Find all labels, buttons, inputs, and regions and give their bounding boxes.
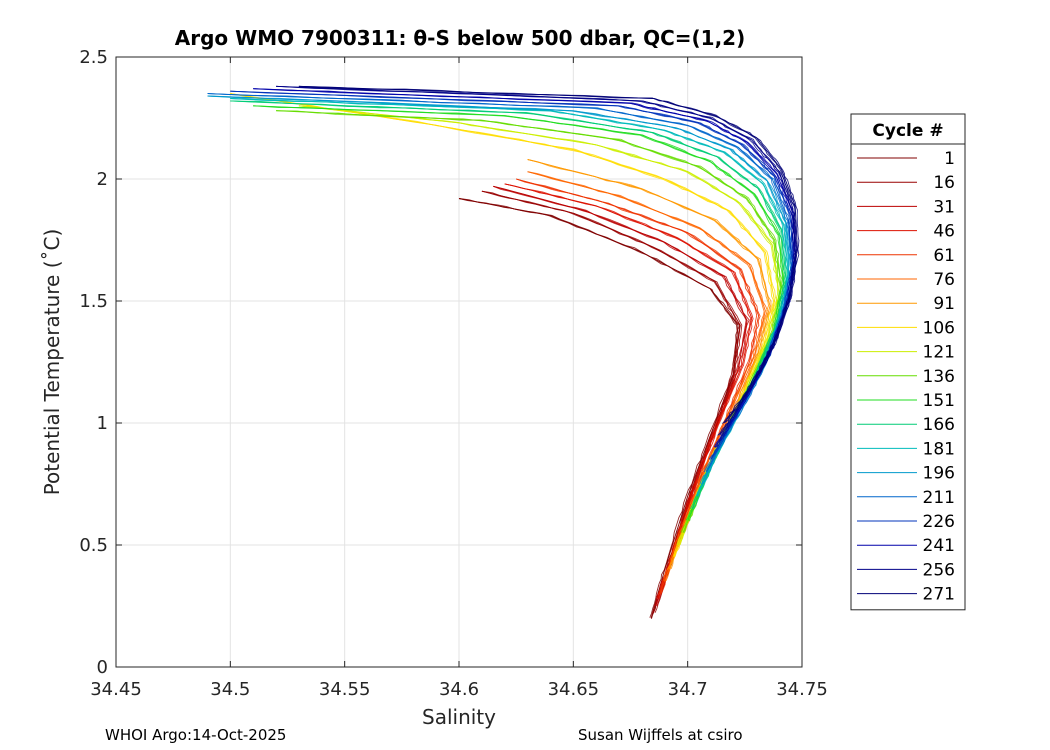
legend-box <box>850 113 966 611</box>
legend-entry-label: 226 <box>923 512 955 532</box>
legend-entry-label: 181 <box>923 439 955 459</box>
legend-title: Cycle # <box>872 121 943 141</box>
chart-title: Argo WMO 7900311: θ-S below 500 dbar, QC… <box>174 26 746 50</box>
axes: 34.45 34.5 34.55 34.6 34.65 34.7 34.75 0 0.5 1 1.5… <box>79 47 827 700</box>
y-tick-label: 0 <box>97 657 108 678</box>
profile-line <box>504 183 752 599</box>
y-tick-label: 1.5 <box>79 291 108 312</box>
profile-line <box>230 100 787 509</box>
profile-line <box>298 105 778 546</box>
profile-line <box>276 85 797 436</box>
y-tick-label: 2.5 <box>79 47 108 68</box>
footer-source: WHOI Argo:14-Oct-2025 <box>105 726 287 744</box>
legend-entry-label: 106 <box>923 318 955 338</box>
series-cycle-181 <box>230 98 790 497</box>
x-tick-label: 34.45 <box>90 679 142 700</box>
grid <box>115 56 803 668</box>
profile-line <box>493 185 747 606</box>
series-cycle-271 <box>298 85 800 424</box>
legend-entry-label: 91 <box>933 294 955 314</box>
legend-entry-label: 241 <box>923 536 955 556</box>
y-tick-label: 2 <box>97 169 108 190</box>
series-cycle-196 <box>207 95 793 485</box>
plot-area <box>207 85 800 619</box>
profile-line <box>298 85 800 423</box>
profile-line <box>527 171 768 582</box>
profile-line <box>207 95 790 485</box>
legend-entry-label: 1 <box>944 149 955 169</box>
series-cycle-211 <box>207 93 795 473</box>
x-tick-label: 34.75 <box>776 679 828 700</box>
y-tick-label: 0.5 <box>79 535 108 556</box>
legend-entry-label: 31 <box>933 197 955 217</box>
legend-entry-label: 271 <box>923 585 955 605</box>
legend-entry-label: 166 <box>923 415 955 435</box>
x-tick-label: 34.7 <box>668 679 708 700</box>
profile-line <box>298 85 798 424</box>
legend-entry-label: 256 <box>923 560 955 580</box>
profile-line <box>230 100 788 510</box>
x-tick-label: 34.6 <box>439 679 479 700</box>
legend-entry-label: 211 <box>923 488 955 508</box>
profile-line <box>481 190 741 614</box>
y-axis-label: Potential Temperature (˚C) <box>40 229 64 496</box>
profile-line <box>207 93 793 473</box>
x-tick-label: 34.55 <box>319 679 371 700</box>
legend-entry-label: 196 <box>923 464 955 484</box>
legend-entry-label: 61 <box>933 246 955 266</box>
y-tick-label: 1 <box>97 413 108 434</box>
profile-line <box>458 198 738 618</box>
profile-line <box>207 95 793 485</box>
legend-entry-label: 121 <box>923 343 955 363</box>
footer-credit: Susan Wijffels at csiro <box>578 726 743 744</box>
profile-line <box>230 98 790 497</box>
legend-entry-label: 16 <box>933 173 955 193</box>
profile-line <box>207 93 794 473</box>
series-cycle-166 <box>230 100 788 510</box>
profile-line <box>527 171 765 581</box>
legend-entry-label: 46 <box>933 222 955 242</box>
x-axis-label: Salinity <box>422 705 496 729</box>
profile-line <box>207 93 795 472</box>
legend-entry-label: 151 <box>923 391 955 411</box>
legend-entry-label: 136 <box>923 367 955 387</box>
x-tick-label: 34.65 <box>548 679 600 700</box>
series-cycle-76 <box>527 171 768 582</box>
profile-line <box>230 100 786 510</box>
profile-line <box>493 185 748 607</box>
x-tick-label: 34.5 <box>210 679 250 700</box>
profile-line <box>481 190 741 614</box>
legend-entry-label: 76 <box>933 270 955 290</box>
profile-line <box>207 95 792 485</box>
legend: Cycle #1 16 31 46 61 76 91 106 121 136 151 166 181 19… <box>850 113 966 611</box>
profile-line <box>504 183 753 599</box>
